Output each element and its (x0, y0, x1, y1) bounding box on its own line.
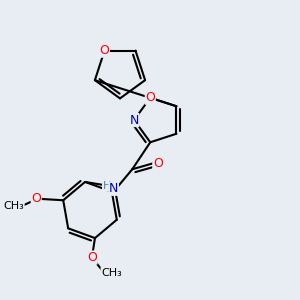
Text: CH₃: CH₃ (101, 268, 122, 278)
Text: N: N (109, 182, 118, 195)
Text: O: O (100, 44, 110, 57)
Text: O: O (145, 91, 155, 104)
Text: H: H (103, 181, 111, 191)
Text: O: O (87, 251, 97, 264)
Text: N: N (129, 113, 139, 127)
Text: CH₃: CH₃ (3, 201, 24, 211)
Text: O: O (153, 157, 163, 170)
Text: O: O (31, 192, 41, 205)
